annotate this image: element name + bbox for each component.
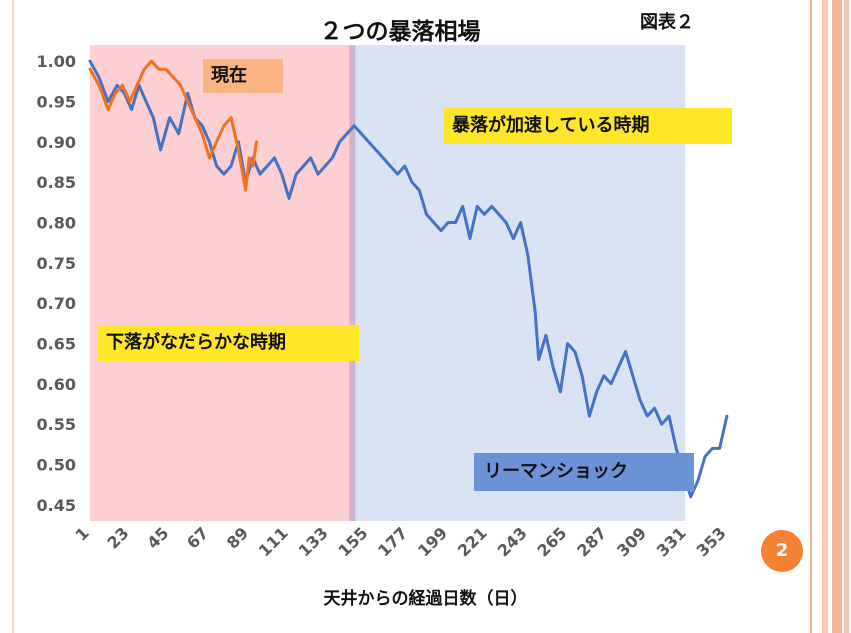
y-tick-label: 0.60 <box>37 375 76 394</box>
figure-tag: 図表２ <box>640 12 694 33</box>
annotation-lehman: リーマンショック <box>474 453 694 491</box>
x-tick-label: 45 <box>143 523 172 552</box>
y-tick-label: 0.95 <box>37 92 76 111</box>
y-tick-label: 0.75 <box>37 254 76 273</box>
annotation-current: 現在 <box>203 59 283 93</box>
x-tick-label: 221 <box>454 523 491 560</box>
x-tick-label: 331 <box>653 523 690 560</box>
annotation-acceleration-label: 暴落が加速している時期 <box>452 115 650 136</box>
x-axis-label: 天井からの経過日数（日） <box>323 589 528 609</box>
series-line-0 <box>88 59 729 499</box>
x-tick-label: 67 <box>183 523 212 552</box>
frame-stripe <box>832 0 842 633</box>
y-tick-label: 0.70 <box>37 294 76 313</box>
x-tick-label: 177 <box>374 523 411 560</box>
annotation-acceleration: 暴落が加速している時期 <box>444 108 732 144</box>
y-tick-label: 0.80 <box>37 213 76 232</box>
chart-title: ２つの暴落相場 <box>319 19 481 45</box>
region-boundary <box>349 45 356 521</box>
annotation-current-label: 現在 <box>211 65 247 86</box>
annotation-gentle: 下落がなだらかな時期 <box>98 325 359 361</box>
region-band-0 <box>90 45 353 521</box>
x-tick-label: 23 <box>103 523 132 552</box>
x-tick-label: 287 <box>573 523 610 560</box>
x-tick-label: 309 <box>613 523 650 560</box>
x-tick-label: 111 <box>255 523 292 560</box>
y-tick-label: 0.85 <box>37 173 76 192</box>
x-tick-label: 155 <box>334 523 371 560</box>
y-tick-label: 0.45 <box>37 496 76 515</box>
frame-stripe <box>12 0 14 633</box>
y-tick-label: 0.65 <box>37 335 76 354</box>
x-tick-label: 265 <box>533 523 570 560</box>
x-tick-label: 89 <box>223 523 252 552</box>
x-tick-label: 133 <box>295 523 332 560</box>
frame-stripe <box>844 0 849 633</box>
y-tick-label: 0.50 <box>37 456 76 475</box>
y-tick-label: 0.90 <box>37 133 76 152</box>
y-tick-label: 1.00 <box>37 52 76 71</box>
frame-stripe <box>822 0 828 633</box>
annotation-gentle-label: 下落がなだらかな時期 <box>106 332 286 353</box>
frame-stripe <box>810 0 812 633</box>
annotation-lehman-label: リーマンショック <box>484 461 628 482</box>
x-tick-label: 1 <box>72 523 93 544</box>
x-tick-label: 353 <box>693 523 730 560</box>
x-tick-label: 199 <box>414 523 451 560</box>
y-tick-label: 0.55 <box>37 415 76 434</box>
x-tick-label: 243 <box>494 523 531 560</box>
series-line-1 <box>88 59 258 192</box>
page-number-badge: 2 <box>761 530 803 572</box>
